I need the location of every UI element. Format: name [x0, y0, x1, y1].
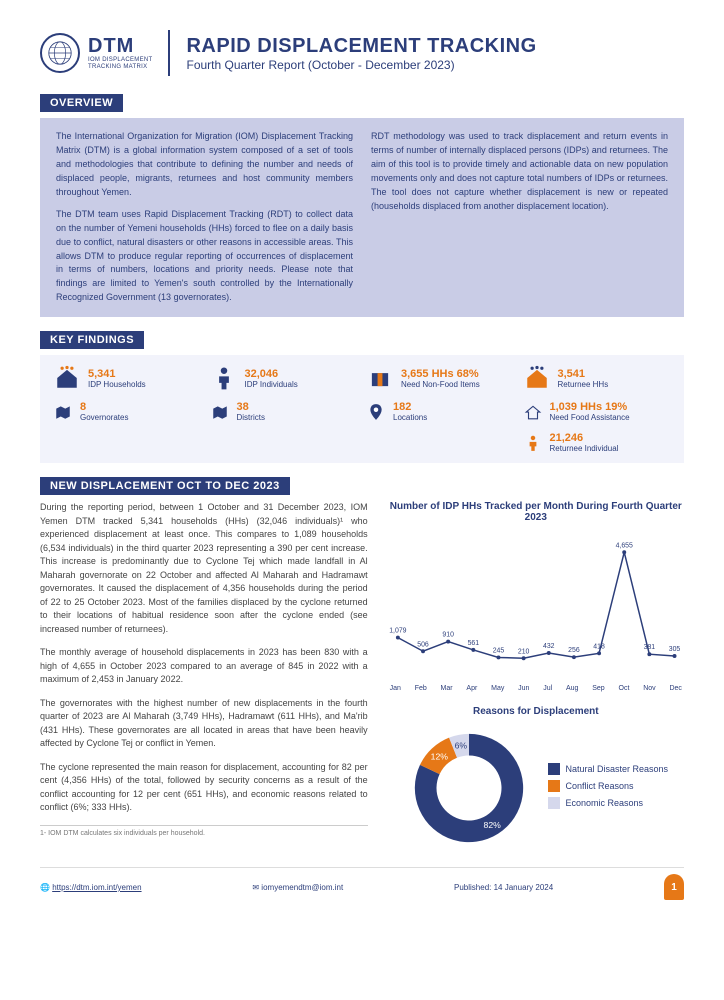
- key-findings-panel: 5,341IDP Households 32,046IDP Individual…: [40, 355, 684, 463]
- footer-url: 🌐 https://dtm.iom.int/yemen: [40, 883, 142, 892]
- person-icon: [211, 365, 237, 391]
- footer: 🌐 https://dtm.iom.int/yemen ✉ iomyemendt…: [40, 867, 684, 900]
- person-icon: [524, 434, 542, 452]
- kf-food: 1,039 HHs 19%Need Food Assistance: [524, 401, 671, 422]
- page-number: 1: [664, 874, 684, 900]
- kf-gov: 8Governorates: [54, 401, 201, 422]
- pin-icon: [367, 403, 385, 421]
- page-subtitle: Fourth Quarter Report (October - Decembe…: [186, 58, 536, 72]
- svg-text:12%: 12%: [430, 752, 448, 762]
- svg-text:210: 210: [517, 649, 529, 656]
- logo-sub2: TRACKING MATRIX: [88, 64, 152, 70]
- map-icon: [54, 403, 72, 421]
- donut-block: Reasons for Displacement 82% 12% 6% Natura…: [388, 706, 684, 853]
- svg-text:432: 432: [543, 643, 555, 650]
- kf-loc: 182Locations: [367, 401, 514, 422]
- kf-idp-hh: 5,341IDP Households: [54, 365, 201, 391]
- return-house-icon: [524, 365, 550, 391]
- svg-text:561: 561: [467, 640, 479, 647]
- svg-text:245: 245: [492, 648, 504, 655]
- footer-link[interactable]: https://dtm.iom.int/yemen: [52, 883, 141, 892]
- overview-p1: The International Organization for Migra…: [56, 130, 353, 200]
- donut-chart: 82% 12% 6%: [404, 723, 534, 853]
- svg-text:256: 256: [568, 647, 580, 654]
- month-labels: JanFebMarAprMayJunJulAugSepOctNovDec: [388, 685, 684, 692]
- globe-icon: [40, 33, 80, 73]
- kf-nfi: 3,655 HHs 68%Need Non-Food Items: [367, 365, 514, 391]
- kf-ret-hh: 3,541Returnee HHs: [524, 365, 671, 391]
- footer-published: Published: 14 January 2024: [454, 883, 553, 892]
- svg-text:910: 910: [442, 632, 454, 639]
- header: DTM IOM DISPLACEMENT TRACKING MATRIX RAP…: [40, 30, 684, 76]
- svg-text:381: 381: [643, 645, 655, 652]
- line-chart-block: Number of IDP HHs Tracked per Month Duri…: [388, 501, 684, 692]
- svg-text:82%: 82%: [483, 820, 501, 830]
- logo-text: DTM IOM DISPLACEMENT TRACKING MATRIX: [88, 36, 152, 70]
- overview-panel: The International Organization for Migra…: [40, 118, 684, 317]
- overview-tag: OVERVIEW: [40, 94, 123, 112]
- divider: [168, 30, 170, 76]
- svg-text:4,655: 4,655: [615, 543, 632, 550]
- logo-block: DTM IOM DISPLACEMENT TRACKING MATRIX: [40, 33, 152, 73]
- para-4: The cyclone represented the main reason …: [40, 761, 368, 815]
- kf-ret-ind: 21,246Returnee Individual: [524, 432, 671, 453]
- svg-text:305: 305: [668, 646, 680, 653]
- overview-p3: RDT methodology was used to track displa…: [371, 130, 668, 214]
- donut-title: Reasons for Displacement: [388, 706, 684, 717]
- body-columns: During the reporting period, between 1 O…: [40, 501, 684, 853]
- overview-p2: The DTM team uses Rapid Displacement Tra…: [56, 208, 353, 306]
- title-block: RAPID DISPLACEMENT TRACKING Fourth Quart…: [186, 35, 536, 72]
- body-right: Number of IDP HHs Tracked per Month Duri…: [388, 501, 684, 853]
- page-title: RAPID DISPLACEMENT TRACKING: [186, 35, 536, 58]
- para-3: The governorates with the highest number…: [40, 697, 368, 751]
- para-2: The monthly average of household displac…: [40, 646, 368, 687]
- new-disp-tag: NEW DISPLACEMENT OCT TO DEC 2023: [40, 477, 290, 495]
- key-findings-tag: KEY FINDINGS: [40, 331, 144, 349]
- house-icon: [54, 365, 80, 391]
- footer-email: ✉ iomyemendtm@iom.int: [252, 883, 343, 892]
- svg-text:1,079: 1,079: [389, 628, 406, 635]
- logo-main: DTM: [88, 36, 152, 57]
- map-icon: [211, 403, 229, 421]
- donut-legend: Natural Disaster ReasonsConflict Reasons…: [548, 763, 669, 814]
- para-1: During the reporting period, between 1 O…: [40, 501, 368, 636]
- footnote: 1- IOM DTM calculates six individuals pe…: [40, 825, 368, 837]
- line-chart: 1,079 506 910 561 245 210 432 256 418 4,655 381 305: [388, 529, 684, 679]
- svg-text:506: 506: [417, 642, 429, 649]
- kf-dist: 38Districts: [211, 401, 358, 422]
- logo-sub1: IOM DISPLACEMENT: [88, 57, 152, 63]
- svg-text:418: 418: [593, 644, 605, 651]
- body-left: During the reporting period, between 1 O…: [40, 501, 368, 853]
- box-icon: [367, 365, 393, 391]
- food-icon: [524, 403, 542, 421]
- kf-idp-ind: 32,046IDP Individuals: [211, 365, 358, 391]
- line-chart-title: Number of IDP HHs Tracked per Month Duri…: [388, 501, 684, 523]
- svg-text:6%: 6%: [454, 741, 467, 751]
